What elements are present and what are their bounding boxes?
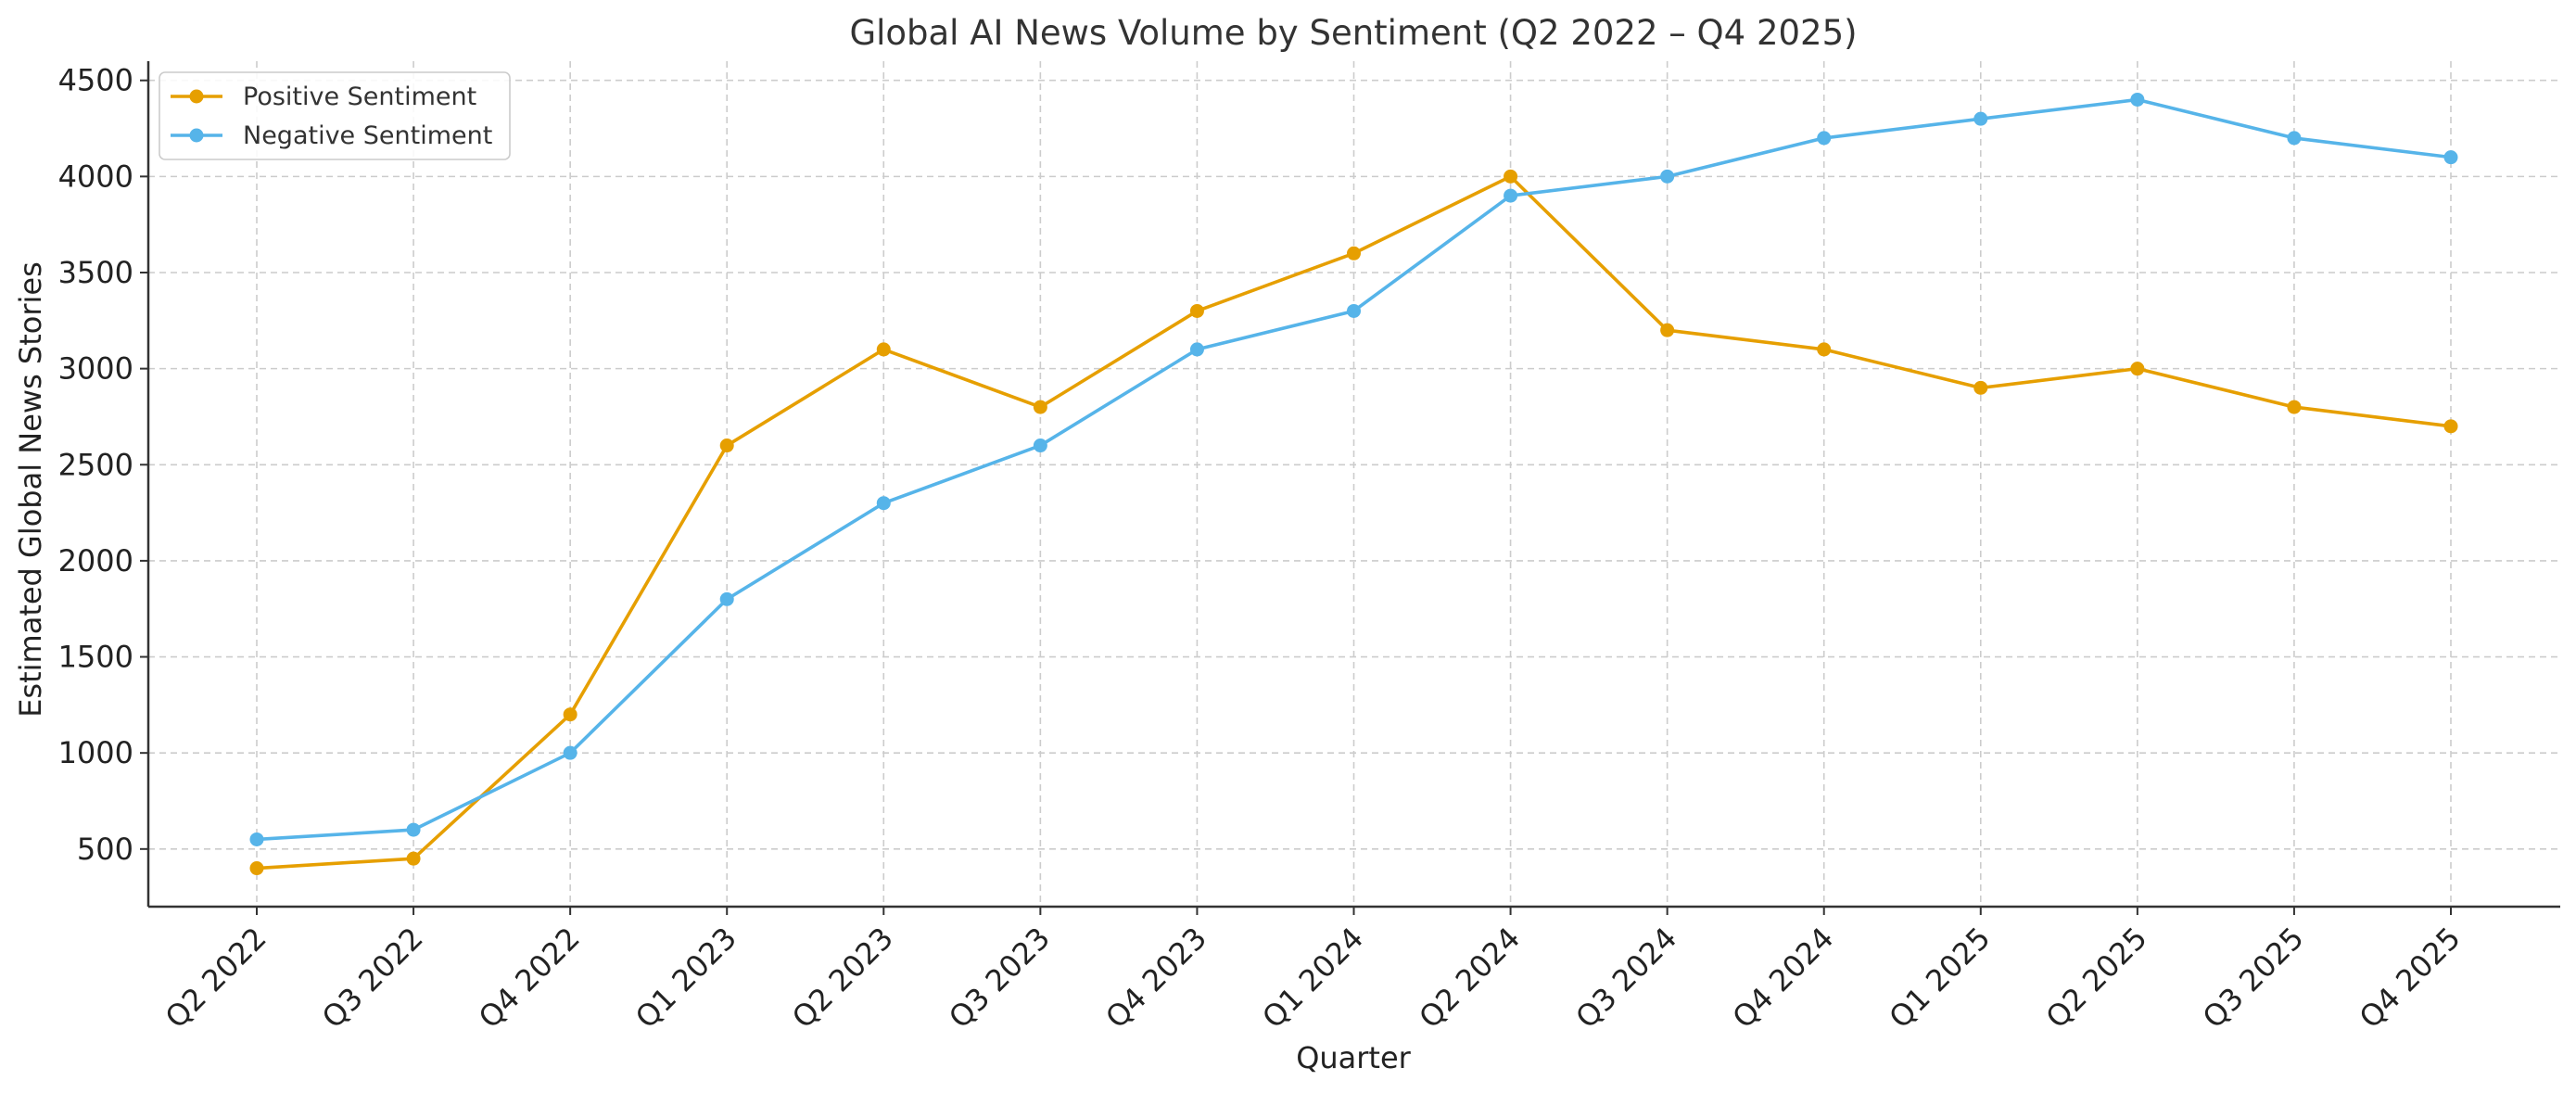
data-point-negative <box>1660 169 1675 184</box>
x-tick-label: Q2 2025 <box>2039 921 2154 1036</box>
x-tick-label: Q2 2023 <box>785 921 900 1036</box>
legend-negative-marker <box>189 128 204 143</box>
data-point-positive <box>876 342 891 357</box>
x-tick-label: Q3 2022 <box>315 921 430 1036</box>
data-point-negative <box>719 591 734 606</box>
data-point-positive <box>1189 303 1204 318</box>
tick-labels: 500 1000 1500 2000 2500 3000 3500 4000 4500 Q2 20… <box>58 63 2468 1036</box>
data-point-negative <box>249 832 264 846</box>
data-point-positive <box>2443 419 2458 434</box>
data-point-negative <box>2443 150 2458 165</box>
x-tick-label: Q2 2022 <box>159 921 273 1036</box>
data-point-negative <box>1033 438 1047 453</box>
y-tick-label: 2000 <box>58 543 133 578</box>
data-point-positive <box>719 438 734 453</box>
data-point-negative <box>1504 188 1518 203</box>
x-tick-label: Q4 2022 <box>472 921 587 1036</box>
data-point-positive <box>406 851 421 866</box>
x-tick-label: Q3 2023 <box>942 921 1057 1036</box>
x-tick-label: Q4 2023 <box>1098 921 1213 1036</box>
y-axis-label: Estimated Global News Stories <box>13 261 48 718</box>
legend-frame <box>159 71 511 160</box>
y-tick-label: 3500 <box>58 255 133 290</box>
legend-positive-marker <box>189 89 204 104</box>
y-tick-label: 1000 <box>58 735 133 770</box>
data-point-positive <box>1660 323 1675 337</box>
y-tick-label: 4500 <box>58 63 133 98</box>
data-point-negative <box>1817 131 1832 146</box>
data-point-positive <box>1033 400 1047 414</box>
y-tick-label: 500 <box>77 832 133 867</box>
data-point-positive <box>1973 380 1988 395</box>
gridlines <box>148 61 2560 907</box>
x-tick-label: Q1 2024 <box>1255 921 1370 1036</box>
data-point-negative <box>876 496 891 511</box>
x-tick-label: Q4 2025 <box>2353 921 2468 1036</box>
y-tick-label: 3000 <box>58 351 133 387</box>
data-point-positive <box>1504 169 1518 184</box>
chart-title: Global AI News Volume by Sentiment (Q2 2… <box>849 13 1857 53</box>
data-point-positive <box>249 861 264 876</box>
x-tick-label: Q1 2025 <box>1883 921 1998 1036</box>
data-point-positive <box>1347 246 1361 261</box>
x-axis-label: Quarter <box>1296 1040 1411 1075</box>
data-point-positive <box>563 707 577 722</box>
axes <box>140 61 2560 915</box>
data-point-positive <box>2130 362 2145 376</box>
x-tick-label: Q2 2024 <box>1412 921 1527 1036</box>
series-layer <box>249 92 2458 876</box>
x-tick-label: Q4 2024 <box>1726 921 1841 1036</box>
data-point-negative <box>2130 92 2145 107</box>
y-tick-label: 2500 <box>58 447 133 482</box>
data-point-positive <box>1817 342 1832 357</box>
y-tick-label: 1500 <box>58 640 133 675</box>
legend-positive-label: Positive Sentiment <box>243 83 476 111</box>
legend: Positive Sentiment Negative Sentiment <box>159 71 511 160</box>
data-point-negative <box>2287 131 2302 146</box>
y-tick-label: 4000 <box>58 159 133 194</box>
data-point-negative <box>1347 303 1361 318</box>
data-point-negative <box>563 745 577 760</box>
x-tick-label: Q1 2023 <box>628 921 743 1036</box>
x-tick-label: Q3 2024 <box>1568 921 1683 1036</box>
data-point-negative <box>406 822 421 837</box>
data-point-negative <box>1189 342 1204 357</box>
data-point-negative <box>1973 111 1988 126</box>
data-point-positive <box>2287 400 2302 414</box>
x-tick-label: Q3 2025 <box>2196 921 2311 1036</box>
legend-negative-label: Negative Sentiment <box>243 121 492 150</box>
